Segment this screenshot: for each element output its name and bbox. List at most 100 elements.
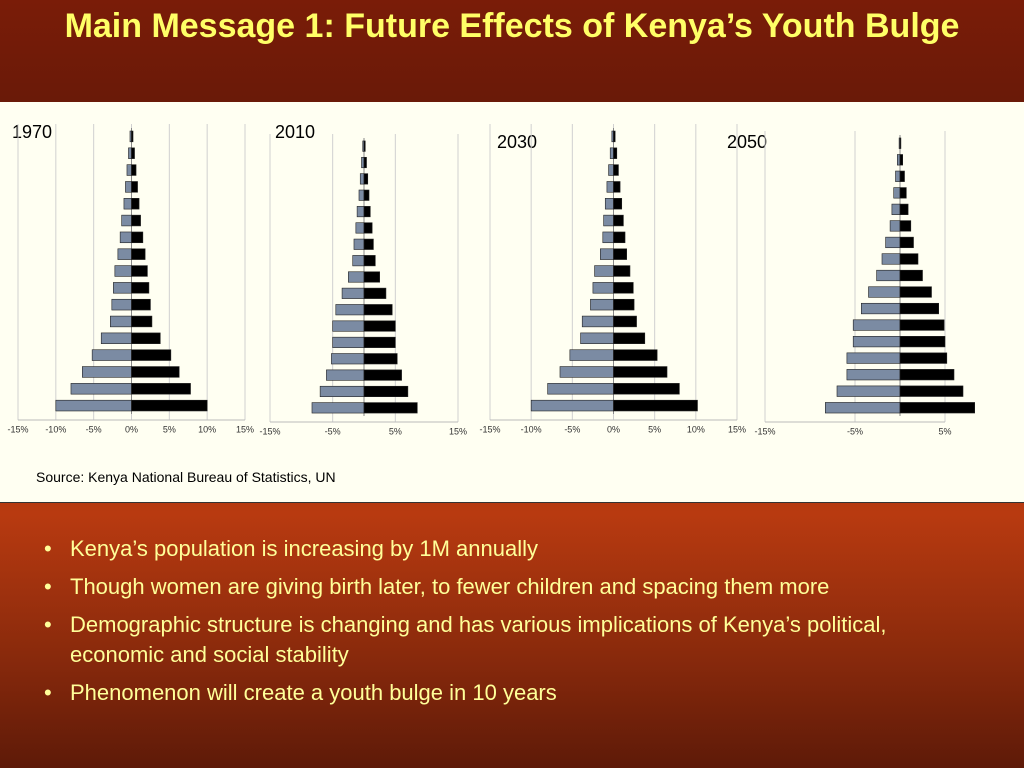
x-tick-label: -5% bbox=[564, 424, 580, 434]
bar bbox=[55, 399, 132, 412]
bar bbox=[889, 220, 901, 232]
bar bbox=[348, 271, 365, 283]
x-tick-label: -5% bbox=[86, 424, 102, 434]
bar bbox=[131, 383, 191, 395]
bar bbox=[319, 385, 365, 398]
bar bbox=[363, 140, 366, 152]
bar bbox=[332, 336, 365, 348]
bar bbox=[608, 164, 614, 176]
bar bbox=[846, 352, 901, 364]
x-tick-label: 15% bbox=[236, 424, 254, 434]
bar bbox=[899, 369, 955, 381]
bar bbox=[117, 248, 132, 260]
x-tick-label: 0% bbox=[607, 424, 620, 434]
bar bbox=[352, 255, 365, 267]
bar bbox=[852, 336, 901, 348]
bar bbox=[860, 302, 901, 315]
x-tick-label: 0% bbox=[125, 424, 138, 434]
x-tick-label: -15% bbox=[259, 426, 280, 436]
bar bbox=[131, 349, 172, 361]
bar bbox=[131, 366, 180, 378]
x-tick-label: -15% bbox=[7, 424, 28, 434]
bar bbox=[326, 369, 365, 381]
bar bbox=[581, 315, 614, 328]
bar bbox=[363, 206, 371, 218]
bullet-list: Kenya’s population is increasing by 1M a… bbox=[44, 534, 924, 716]
x-tick-label: 10% bbox=[198, 424, 216, 434]
bar bbox=[881, 253, 901, 265]
bar bbox=[899, 302, 940, 315]
bar bbox=[580, 332, 614, 344]
bar bbox=[131, 282, 150, 294]
x-tick-label: -10% bbox=[45, 424, 66, 434]
bar bbox=[100, 332, 132, 344]
bar bbox=[131, 332, 161, 344]
bar bbox=[885, 236, 901, 249]
bar bbox=[341, 287, 365, 299]
bar bbox=[609, 147, 614, 159]
bar bbox=[896, 154, 901, 166]
bar bbox=[125, 181, 132, 193]
bar bbox=[846, 369, 901, 381]
source: Source: Kenya National Bureau of Statist… bbox=[36, 469, 336, 485]
bar bbox=[594, 265, 614, 277]
x-tick-label: 10% bbox=[687, 424, 705, 434]
bar bbox=[899, 187, 907, 199]
bar bbox=[363, 189, 370, 201]
bar bbox=[613, 298, 635, 311]
bar bbox=[613, 332, 646, 344]
bar bbox=[111, 298, 132, 311]
bar bbox=[353, 238, 365, 250]
bar bbox=[110, 315, 132, 328]
bar bbox=[899, 170, 905, 182]
bar bbox=[876, 269, 901, 282]
bar bbox=[590, 298, 614, 311]
bar bbox=[82, 366, 132, 378]
bar bbox=[363, 173, 369, 185]
x-tick-label: 5% bbox=[389, 426, 402, 436]
x-tick-label: 5% bbox=[648, 424, 661, 434]
bar bbox=[899, 385, 964, 397]
bar bbox=[613, 214, 624, 227]
bar bbox=[899, 236, 914, 249]
bar bbox=[613, 383, 680, 395]
bar bbox=[603, 214, 614, 227]
bar bbox=[852, 319, 901, 331]
x-tick-label: 5% bbox=[163, 424, 176, 434]
bar bbox=[363, 255, 376, 267]
bar bbox=[335, 304, 365, 316]
bar bbox=[895, 170, 901, 182]
bar bbox=[363, 385, 409, 398]
bar bbox=[131, 315, 153, 328]
bar bbox=[131, 198, 140, 210]
bar bbox=[592, 282, 614, 294]
bar bbox=[332, 320, 365, 332]
chart-panel bbox=[0, 102, 1024, 503]
chart-title: 2050 bbox=[727, 132, 767, 152]
bullet: Kenya’s population is increasing by 1M a… bbox=[44, 534, 924, 564]
bar bbox=[131, 181, 138, 193]
bar bbox=[91, 349, 132, 361]
bar bbox=[131, 265, 148, 277]
bullet: Demographic structure is changing and ha… bbox=[44, 610, 924, 670]
bar bbox=[613, 231, 626, 244]
bar bbox=[70, 383, 132, 395]
bar bbox=[899, 352, 948, 364]
bar bbox=[604, 198, 614, 210]
bar bbox=[131, 231, 144, 244]
bar bbox=[547, 383, 614, 395]
bar bbox=[559, 366, 614, 378]
bar bbox=[824, 402, 901, 414]
bar bbox=[355, 222, 365, 234]
x-tick-label: -15% bbox=[754, 426, 775, 436]
bar bbox=[613, 399, 698, 412]
bar bbox=[113, 282, 132, 294]
bar bbox=[131, 164, 137, 176]
bar bbox=[899, 203, 909, 215]
bar bbox=[358, 189, 365, 201]
bar bbox=[363, 222, 373, 234]
x-tick-label: 5% bbox=[938, 426, 951, 436]
bar bbox=[114, 265, 132, 277]
slide-title: Main Message 1: Future Effects of Kenya’… bbox=[64, 7, 960, 45]
